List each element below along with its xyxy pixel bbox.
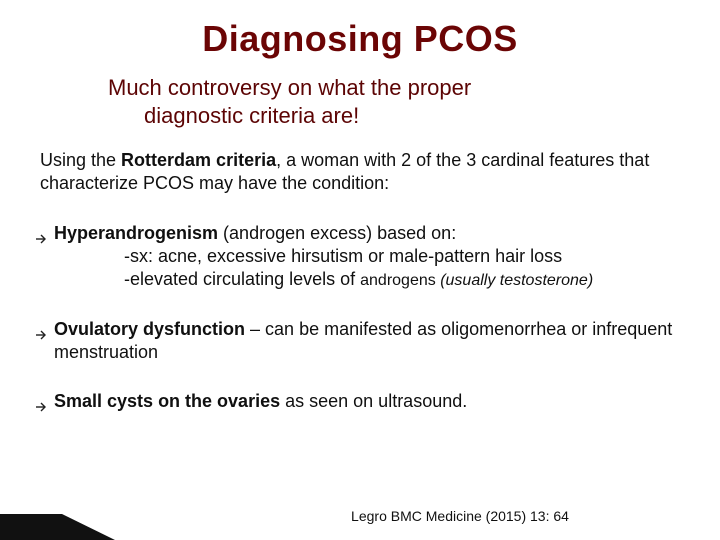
bullet-body: Ovulatory dysfunction – can be manifeste… [54,318,684,364]
b3-rest: as seen on ultrasound. [280,391,467,411]
intro-paragraph: Using the Rotterdam criteria, a woman wi… [0,129,720,194]
bullet-body: Hyperandrogenism (androgen excess) based… [54,222,684,292]
list-item: Hyperandrogenism (androgen excess) based… [36,222,684,292]
slide-title: Diagnosing PCOS [0,0,720,60]
b1-elev-b: androgens [360,272,440,289]
bullet-icon [36,228,54,249]
intro-pre: Using the [40,150,121,170]
b1-elev-c: (usually testosterone) [440,272,593,289]
b2-term: Ovulatory dysfunction [54,319,245,339]
b1-term: Hyperandrogenism [54,223,218,243]
list-item: Small cysts on the ovaries as seen on ul… [36,390,684,417]
b1-elev-a: -elevated circulating levels of [124,269,360,289]
bullet-icon [36,324,54,345]
b1-rest: (androgen excess) based on: [218,223,456,243]
list-item: Ovulatory dysfunction – can be manifeste… [36,318,684,364]
bullet-icon [36,396,54,417]
b1-elev: -elevated circulating levels of androgen… [54,268,684,291]
corner-decoration [0,504,115,540]
intro-bold: Rotterdam criteria [121,150,276,170]
b3-term: Small cysts on the ovaries [54,391,280,411]
bullet-body: Small cysts on the ovaries as seen on ul… [54,390,684,413]
subtitle-line2: diagnostic criteria are! [108,103,359,128]
bullet-list: Hyperandrogenism (androgen excess) based… [0,194,720,417]
slide-subtitle: Much controversy on what the proper diag… [0,60,720,129]
b1-sx: -sx: acne, excessive hirsutism or male-p… [54,245,684,268]
subtitle-line1: Much controversy on what the proper [108,75,471,100]
